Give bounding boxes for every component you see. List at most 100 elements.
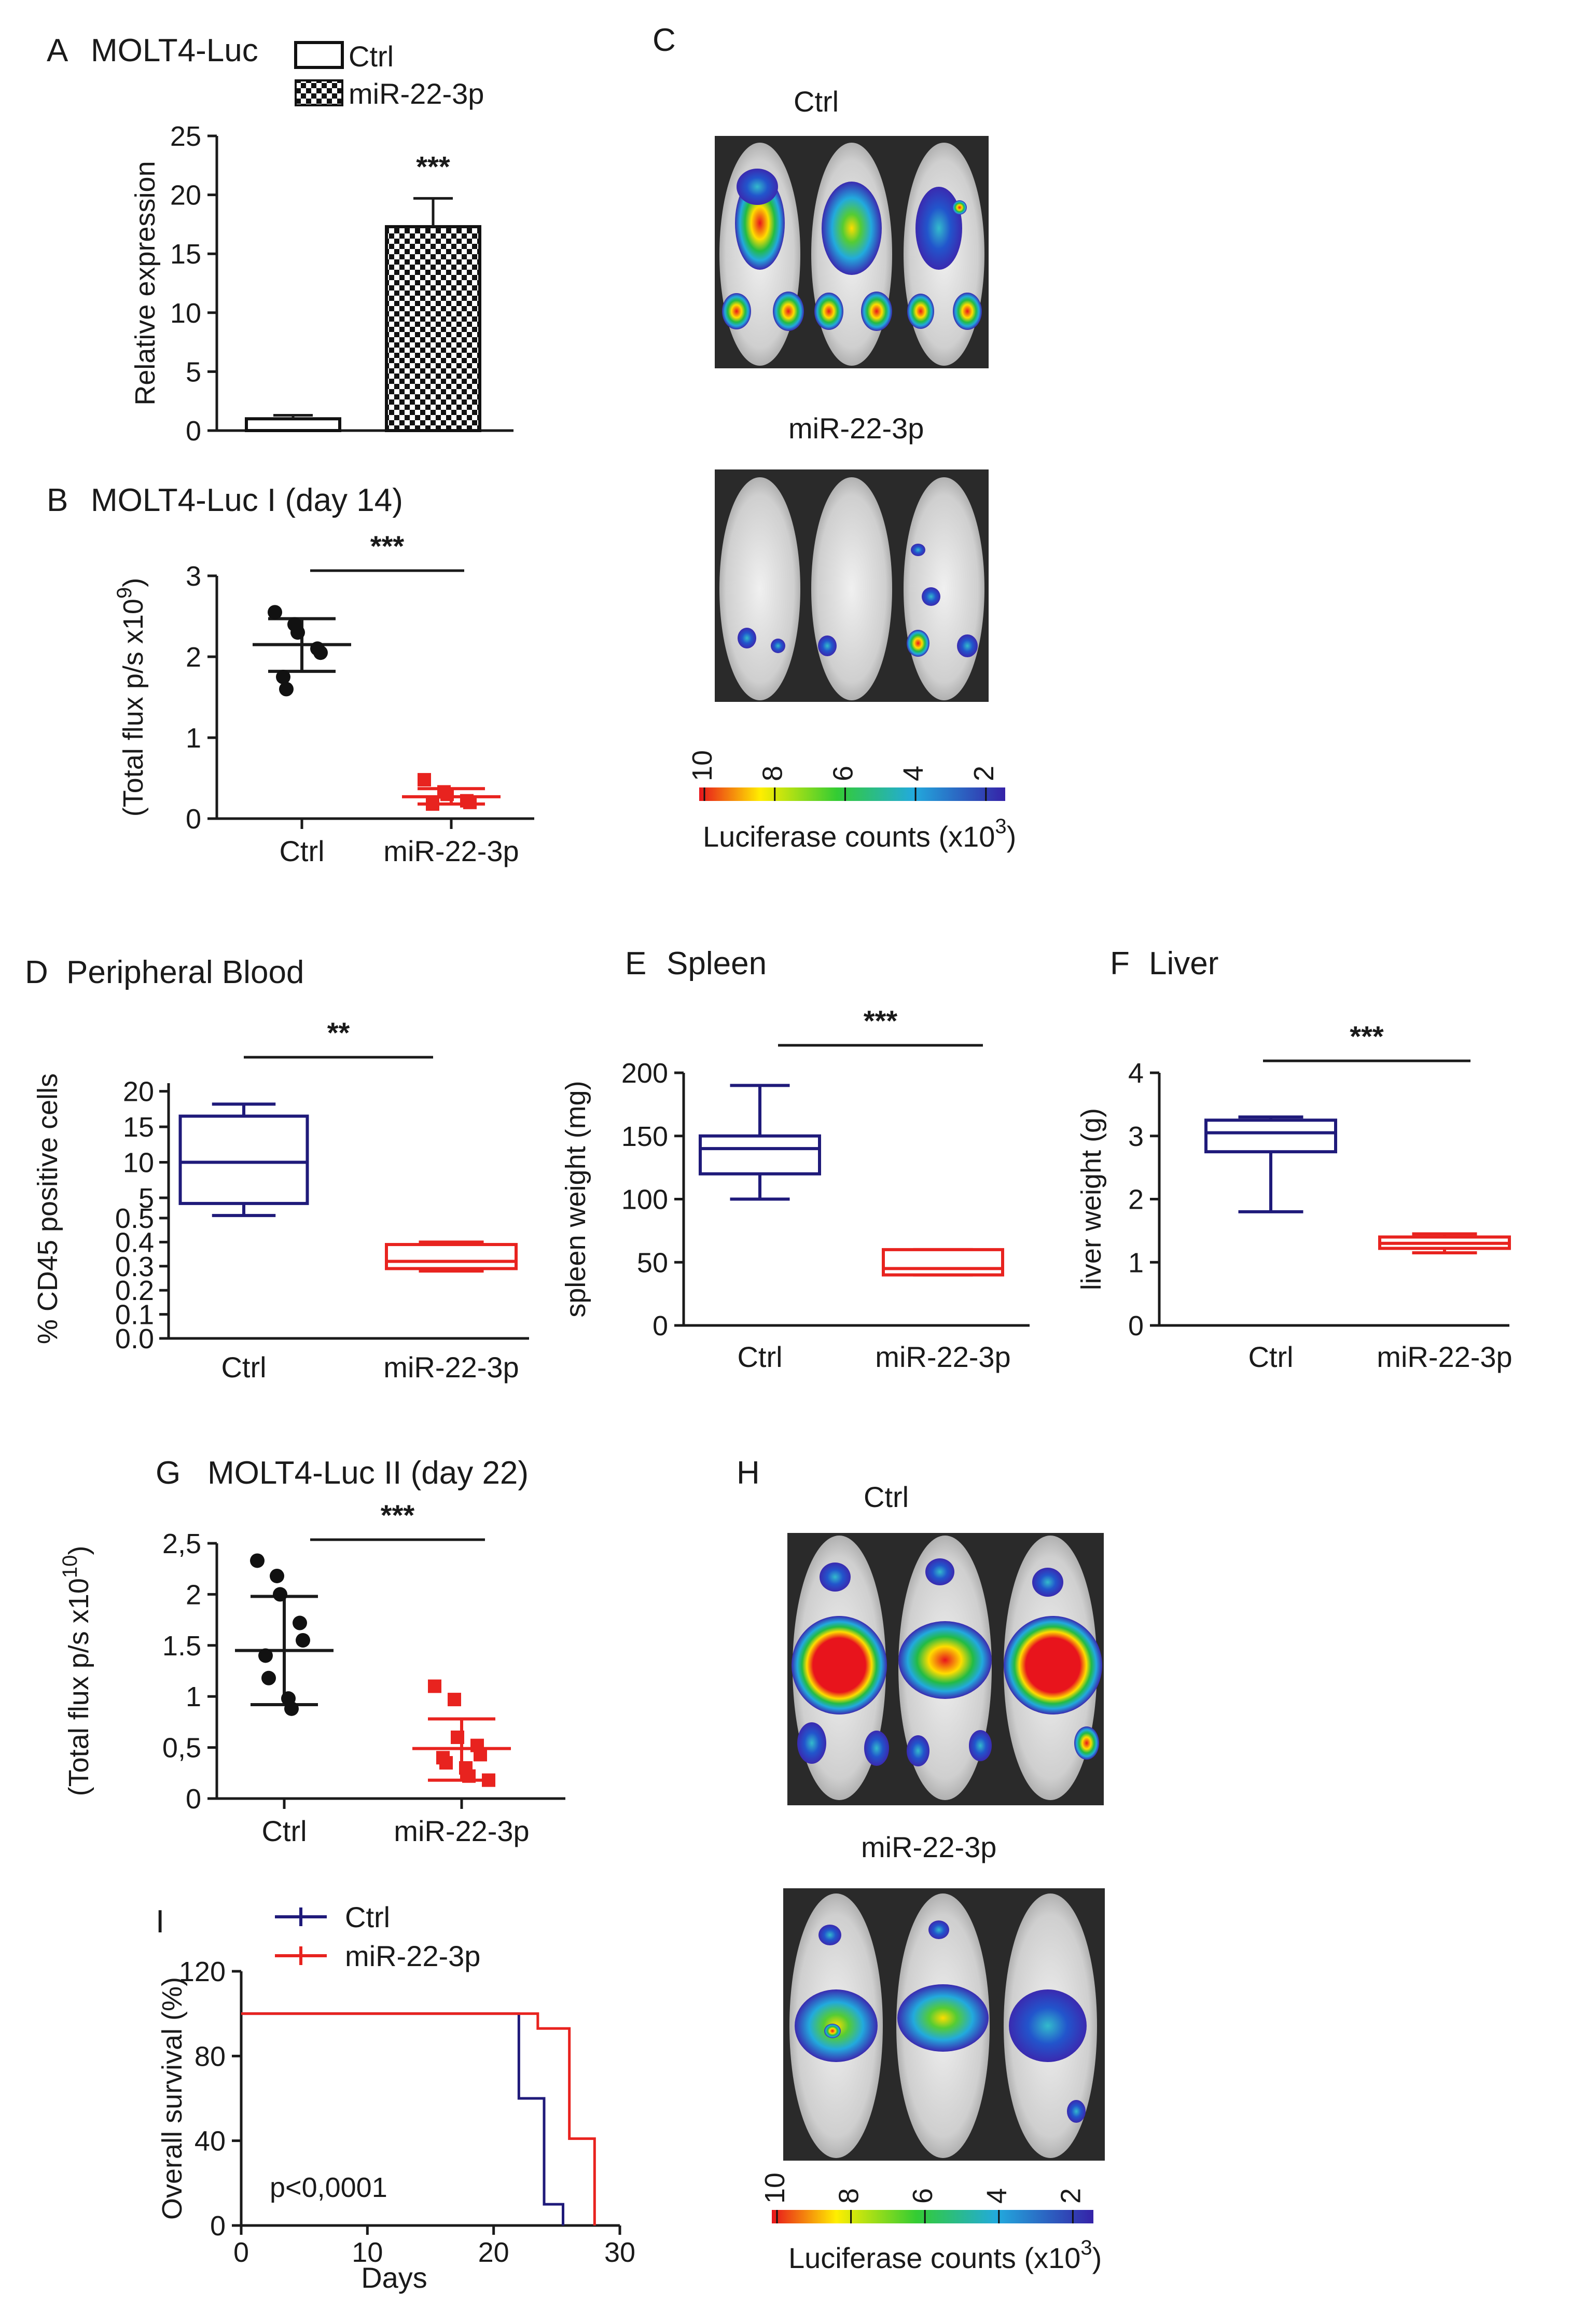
- panel-c-scale-label: Luciferase counts (x103): [703, 815, 1016, 853]
- chart-e-miR-22-3p-box: [882, 1248, 1004, 1277]
- chart-b-scatter: 0 1 2 3 (Total flux p/s x109) Ctrl miR-22-3p **…: [113, 530, 534, 867]
- chart-g-point-Ctrl: [261, 1670, 276, 1685]
- panel-h-mir-image: [783, 1888, 1105, 2161]
- chart-b-sig-label: ***: [370, 530, 405, 562]
- chart-d-Ctrl-box: [178, 1114, 309, 1205]
- chart-e-y-tick-label: 200: [621, 1058, 668, 1089]
- chart-a-y-tick-label: 0: [186, 416, 201, 447]
- panel-h-scale-tick-label: 4: [981, 2188, 1012, 2204]
- chart-g-point-miR-22-3p: [448, 1693, 461, 1707]
- chart-f-y-tick-label: 1: [1128, 1247, 1144, 1278]
- panel-c-scale-tick-label: 6: [827, 766, 858, 781]
- panel-c-mir-image: [715, 469, 989, 702]
- chart-d-y-tick-label: 5: [138, 1183, 154, 1214]
- chart-b-x-label-miR-22-3p: miR-22-3p: [383, 835, 519, 867]
- panel-h-scale-tick-label: 8: [834, 2188, 865, 2204]
- bar-Ctrl: [245, 417, 341, 433]
- chart-e-x-label-miR-22-3p: miR-22-3p: [875, 1340, 1010, 1373]
- chart-f-x-label-miR-22-3p: miR-22-3p: [1377, 1340, 1512, 1373]
- chart-b-y-tick-label: 0: [186, 804, 201, 835]
- chart-i-line-miR-22-3p: [241, 2012, 596, 2225]
- chart-g-y-tick-label: 1: [186, 1681, 201, 1712]
- chart-a-y-tick-label: 15: [170, 239, 201, 270]
- panel-letter-i: I: [156, 1904, 164, 1940]
- chart-g-scatter: 0 0,5 1 1.5 2 2,5 (Total flux p/s x1010) Ctrl mi…: [59, 1499, 565, 1847]
- chart-b-point-Ctrl: [268, 605, 282, 620]
- panel-h-scale-tick-label: 6: [907, 2188, 938, 2204]
- chart-g-x-label-miR-22-3p: miR-22-3p: [394, 1815, 529, 1847]
- panel-c-scale-tick-label: 10: [687, 750, 718, 781]
- legend-label-ctrl: Ctrl: [349, 40, 394, 73]
- chart-b-y-tick-label: 1: [186, 723, 201, 754]
- mouse-c-ctrl-2: [811, 143, 892, 366]
- chart-d-y-tick-label: 15: [123, 1112, 154, 1143]
- chart-d-y-label: % CD45 positive cells: [32, 1073, 63, 1344]
- panel-h-ctrl-image: [787, 1533, 1104, 1805]
- chart-g-point-Ctrl: [273, 1587, 287, 1602]
- panel-c-scale-tick-label: 2: [968, 766, 1000, 781]
- chart-f-y-tick-label: 4: [1128, 1058, 1144, 1089]
- legend-label-mir: miR-22-3p: [349, 77, 484, 110]
- chart-i-x-tick-label: 30: [604, 2237, 635, 2268]
- chart-i-y-label: Overall survival (%): [157, 1977, 188, 2220]
- panel-c-scale-tick-label: 4: [898, 766, 929, 781]
- chart-f-sig-label: ***: [1350, 1020, 1384, 1053]
- panel-h-mir-label: miR-22-3p: [861, 1831, 996, 1863]
- chart-i-y-tick-label: 120: [179, 1956, 226, 1987]
- chart-a-y-label: Relative expression: [130, 161, 161, 405]
- chart-g-y-tick-label: 0,5: [162, 1733, 201, 1764]
- chart-i-pvalue: p<0,0001: [270, 2172, 387, 2203]
- chart-d-sig-label: **: [327, 1016, 350, 1049]
- chart-b-point-miR-22-3p: [426, 797, 439, 811]
- chart-d-y-tick-label: 0.2: [115, 1275, 154, 1306]
- chart-b-point-Ctrl: [279, 682, 294, 697]
- chart-e-x-label-Ctrl: Ctrl: [737, 1340, 782, 1373]
- chart-b-point-Ctrl: [290, 625, 305, 640]
- chart-g-y-tick-label: 1.5: [162, 1630, 201, 1662]
- panel-c-ctrl-label: Ctrl: [794, 85, 839, 118]
- chart-i-y-tick-label: 0: [210, 2210, 226, 2242]
- chart-a-bar: 0 5 10 15 20 25 Relative expression ***: [130, 121, 514, 447]
- chart-d-y-tick-label: 20: [123, 1076, 154, 1108]
- panel-letter-g: G: [156, 1455, 181, 1491]
- chart-b-point-Ctrl: [276, 670, 290, 684]
- chart-g-point-Ctrl: [250, 1553, 265, 1568]
- panel-a-title: MOLT4-Luc: [91, 33, 258, 68]
- chart-f-y-tick-label: 3: [1128, 1121, 1144, 1152]
- panel-letter-b: B: [47, 482, 68, 518]
- chart-e-y-tick-label: 50: [637, 1247, 668, 1278]
- chart-f-y-tick-label: 0: [1128, 1310, 1144, 1342]
- chart-b-point-miR-22-3p: [418, 773, 431, 787]
- chart-i-x-label: Days: [361, 2261, 427, 2294]
- panel-letter-c: C: [653, 22, 676, 58]
- chart-d-box: 5 10 15 20 0.00.10.20.30.40.5 % CD45 positive…: [32, 1016, 529, 1384]
- chart-g-point-miR-22-3p: [451, 1730, 464, 1744]
- chart-b-x-label-Ctrl: Ctrl: [279, 835, 324, 867]
- chart-a-y-tick-label: 25: [170, 121, 201, 152]
- chart-d-miR-22-3p-box: [385, 1243, 518, 1270]
- chart-b-y-tick-label: 3: [186, 561, 201, 592]
- chart-d-y-tick-label: 10: [123, 1147, 154, 1179]
- chart-a-y-tick-label: 5: [186, 356, 201, 388]
- chart-f-y-tick-label: 2: [1128, 1184, 1144, 1215]
- chart-g-point-Ctrl: [293, 1615, 307, 1630]
- chart-e-box: 0 50 100 150 200 spleen weight (mg) Ctrl miR-22…: [560, 1004, 1030, 1373]
- chart-a-y-tick-label: 20: [170, 180, 201, 211]
- panel-letter-d: D: [25, 955, 48, 990]
- chart-b-y-label: (Total flux p/s x109): [113, 578, 149, 817]
- chart-e-Ctrl-box: [699, 1134, 821, 1176]
- chart-g-y-label: (Total flux p/s x1010): [59, 1546, 94, 1796]
- chart-g-point-miR-22-3p: [482, 1773, 495, 1787]
- chart-e-y-tick-label: 150: [621, 1121, 668, 1152]
- chart-g-y-tick-label: 0: [186, 1783, 201, 1815]
- panel-h-scale-label: Luciferase counts (x103): [788, 2236, 1102, 2274]
- legend-swatch-ctrl: [294, 41, 344, 69]
- chart-g-point-miR-22-3p: [428, 1679, 441, 1693]
- chart-a-sig-label: ***: [416, 150, 450, 183]
- mouse-c-ctrl-1: [719, 143, 804, 366]
- chart-i-legend-label-miR-22-3p: miR-22-3p: [345, 1940, 480, 1972]
- chart-e-y-label: spleen weight (mg): [560, 1081, 591, 1317]
- chart-g-point-miR-22-3p: [462, 1769, 476, 1783]
- panel-letter-h: H: [737, 1455, 760, 1491]
- chart-d-x-label-miR-22-3p: miR-22-3p: [383, 1351, 519, 1384]
